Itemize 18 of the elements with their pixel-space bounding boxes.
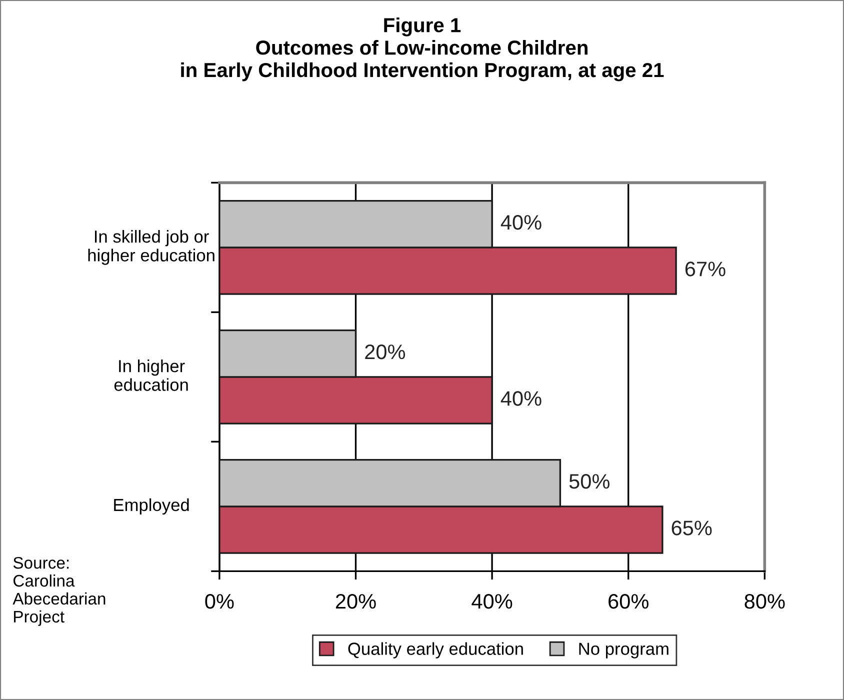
legend-label: No program (579, 642, 668, 658)
data-label: 50% (569, 474, 610, 489)
x-tick-label: 20% (336, 594, 376, 609)
chart-title: Figure 1 Outcomes of Low-income Children in Early Childhood Intervention Program, at age 21 (181, 18, 664, 82)
x-tick-label: 60% (608, 594, 648, 609)
x-tick-label: 80% (744, 594, 785, 609)
y-tick-label: Employed (114, 498, 189, 515)
legend-label: Quality early education (348, 642, 523, 658)
y-tick-label: In skilled job or higher education (88, 230, 214, 265)
data-label: 67% (685, 262, 726, 276)
y-tick-label: In higher education (114, 360, 188, 391)
x-tick-label: 0% (205, 594, 234, 609)
data-label: 40% (500, 214, 542, 230)
data-label: 65% (672, 520, 712, 536)
x-tick-label: 40% (472, 594, 512, 609)
data-label: 20% (365, 344, 406, 360)
data-label: 40% (500, 391, 542, 406)
source-note: Source: Carolina Abecedarian Project (12, 556, 106, 626)
